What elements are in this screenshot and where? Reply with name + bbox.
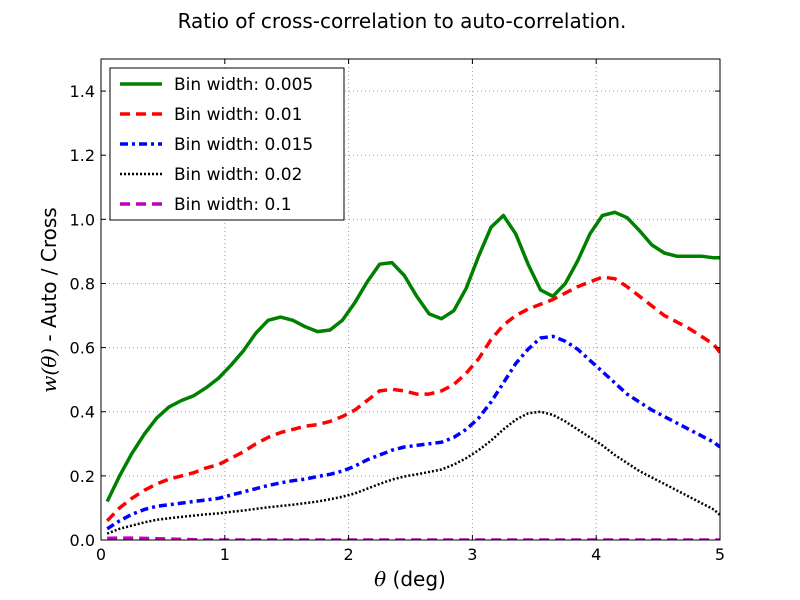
y-axis-label-rest: - Auto / Cross xyxy=(37,207,61,348)
x-axis-label-unit: (deg) xyxy=(386,567,446,591)
plot-frame xyxy=(100,58,721,541)
y-tick-label: 0.4 xyxy=(70,403,95,422)
legend-label-1: Bin width: 0.01 xyxy=(174,105,302,125)
axis-ticks: 0 1 2 3 4 5 0.0 0.2 0.4 0.6 0.8 1.0 1.2 1.4 xyxy=(70,59,725,564)
x-tick-label: 0 xyxy=(96,545,106,564)
series-line-2 xyxy=(106,334,720,531)
series-line-3 xyxy=(106,410,720,535)
y-tick-label: 1.4 xyxy=(70,82,95,101)
y-tick-label: 0.0 xyxy=(70,531,95,550)
legend-label-2: Bin width: 0.015 xyxy=(174,135,313,155)
y-tick-label: 0.2 xyxy=(70,467,95,486)
x-tick-label: 2 xyxy=(344,545,354,564)
y-tick-label: 1.0 xyxy=(70,210,95,229)
y-tick-label: 1.2 xyxy=(70,146,95,165)
legend-label-4: Bin width: 0.1 xyxy=(174,195,292,215)
x-tick-label: 1 xyxy=(220,545,230,564)
legend: Bin width: 0.005 Bin width: 0.01 Bin width… xyxy=(109,67,345,221)
series-line-1 xyxy=(105,275,720,523)
y-axis-label-symbol: w(θ) xyxy=(37,348,61,393)
x-axis-label: θ (deg) xyxy=(374,567,446,591)
chart-title: Ratio of cross-correlation to auto-corre… xyxy=(178,9,627,33)
x-tick-label: 3 xyxy=(467,545,477,564)
legend-label-3: Bin width: 0.02 xyxy=(174,165,302,185)
series-layer xyxy=(105,210,720,540)
y-tick-label: 0.8 xyxy=(70,274,95,293)
x-axis-label-symbol: θ xyxy=(374,567,386,591)
legend-box xyxy=(109,67,345,221)
y-axis-label: w(θ) - Auto / Cross xyxy=(37,207,61,392)
series-line-0 xyxy=(105,210,720,503)
y-tick-label: 0.6 xyxy=(70,339,95,358)
x-tick-label: 5 xyxy=(715,545,725,564)
x-tick-label: 4 xyxy=(591,545,601,564)
legend-label-0: Bin width: 0.005 xyxy=(174,75,313,95)
